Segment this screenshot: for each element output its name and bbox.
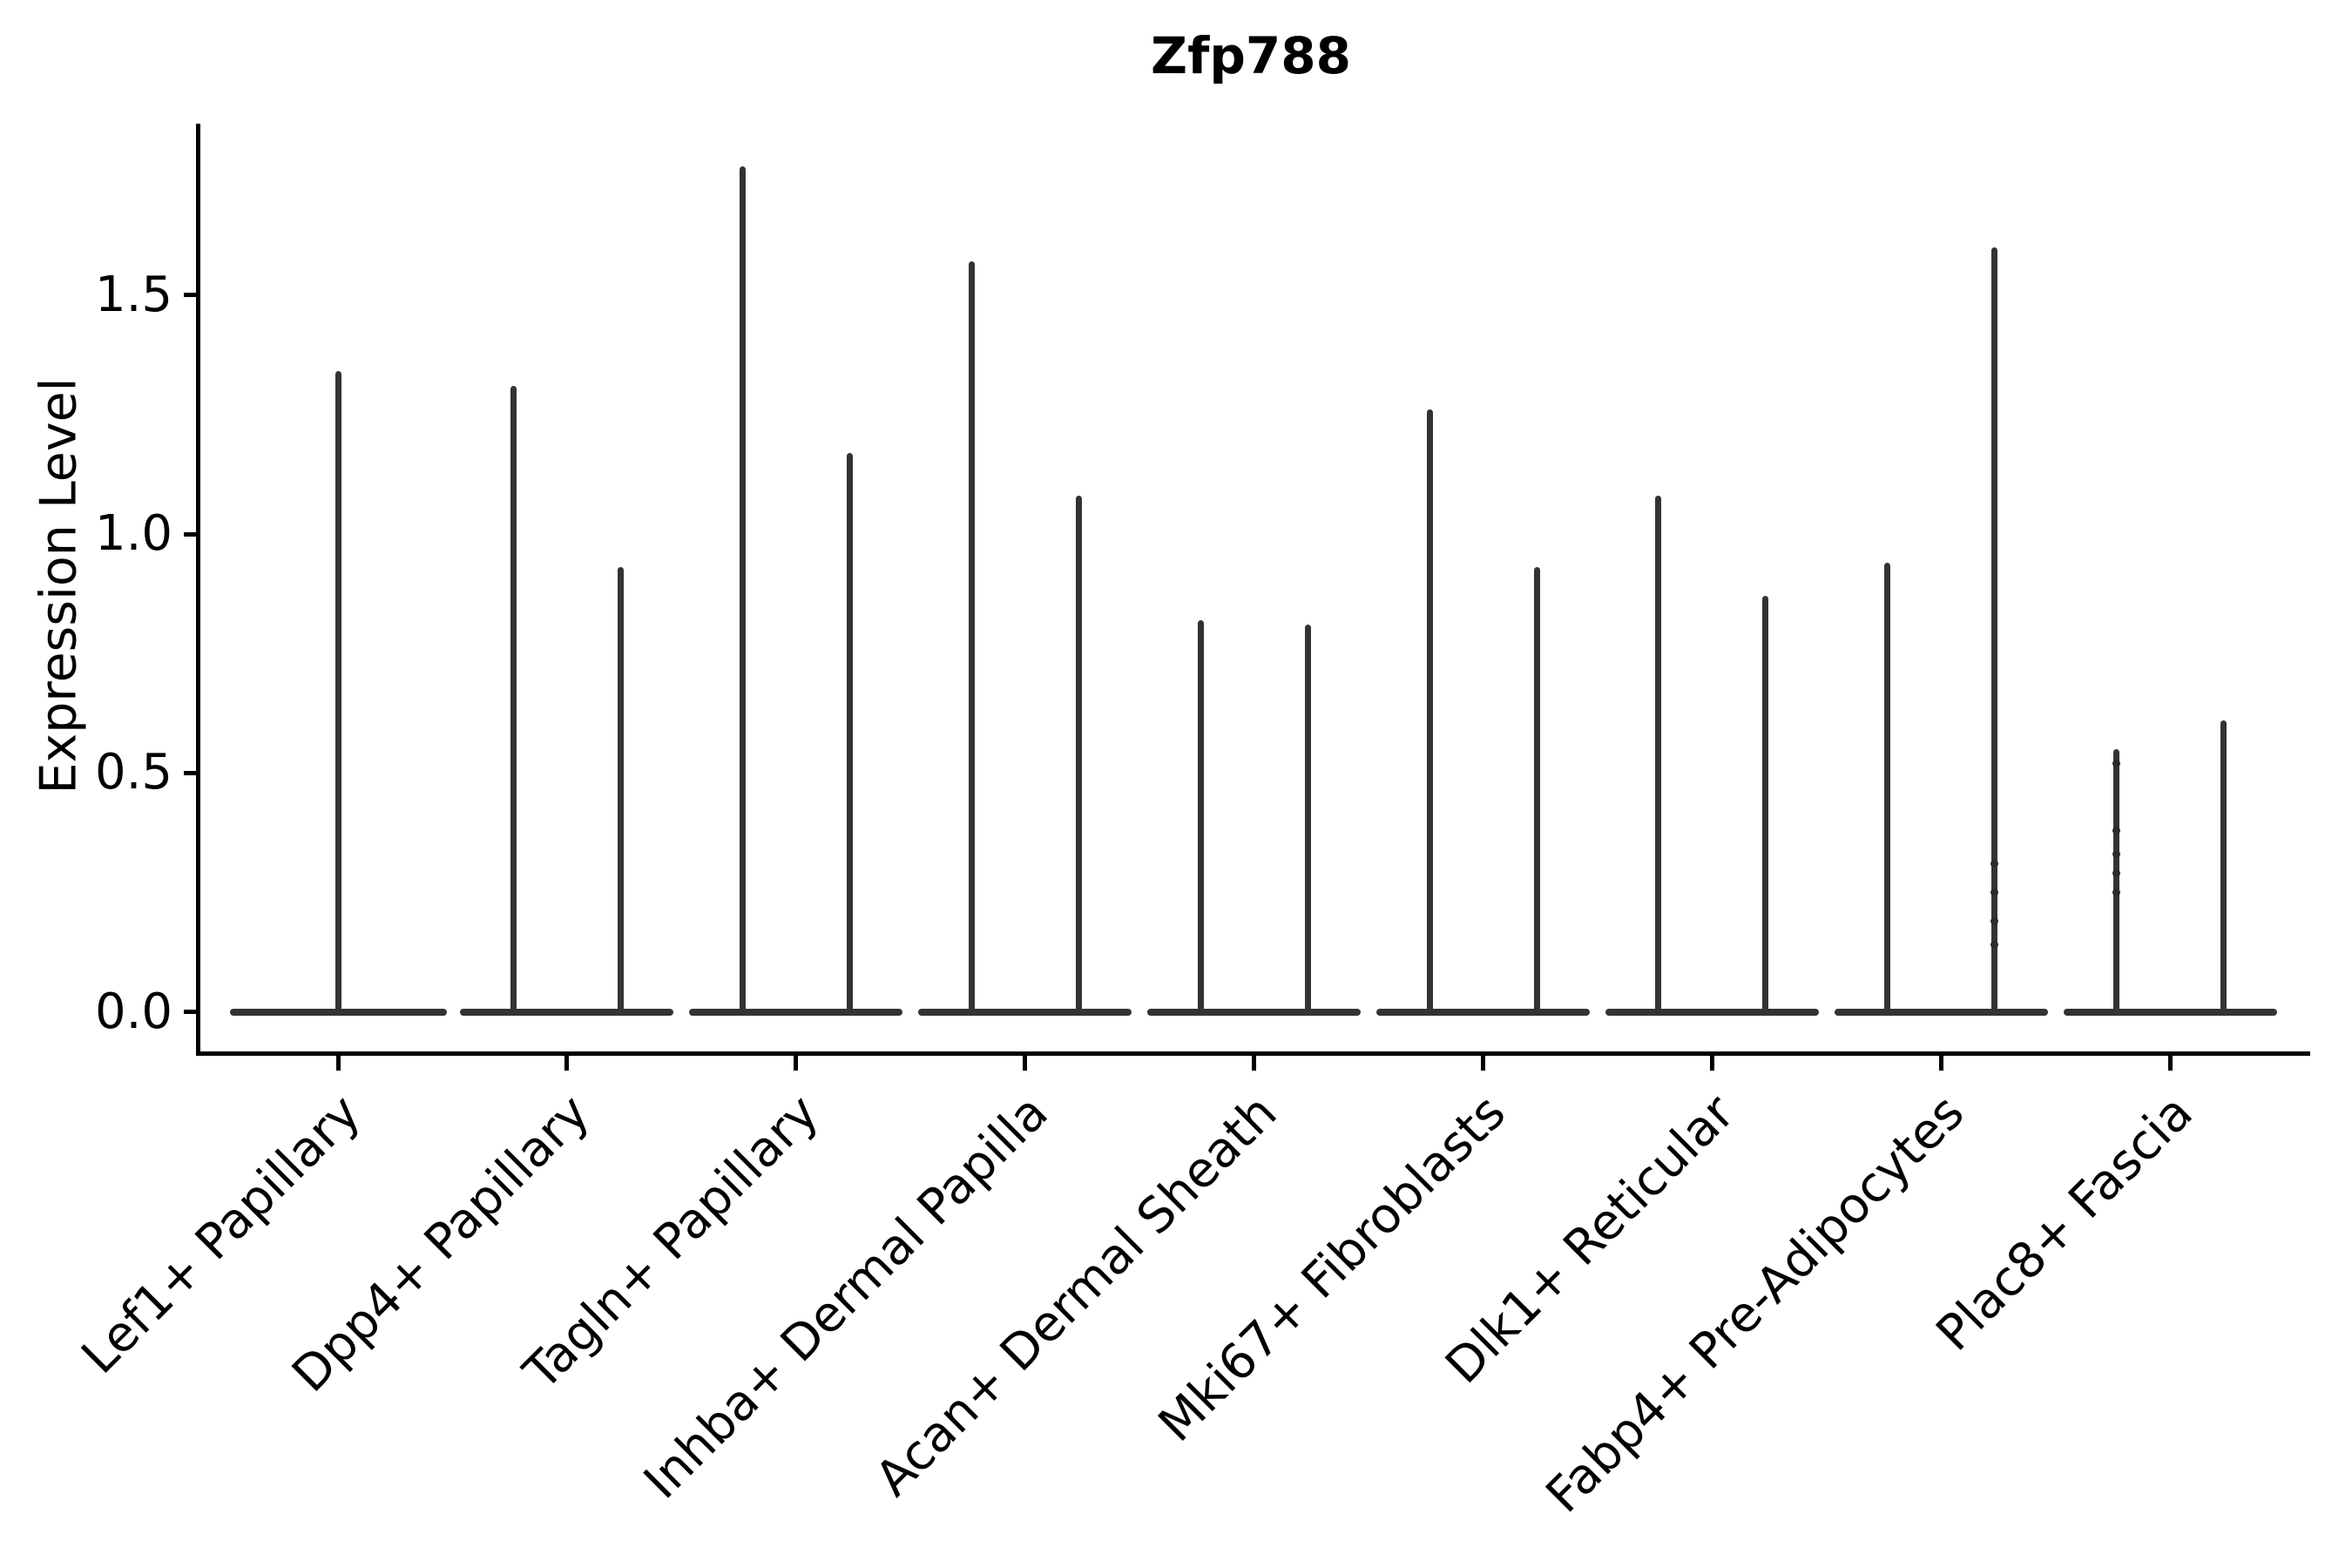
x-tick-mark [564,1056,570,1071]
x-tick-mark [1481,1056,1485,1071]
x-tick-mark [1709,1056,1714,1071]
violin-spike [1655,496,1662,1012]
jitter-point [2112,869,2121,878]
jitter-point [1990,941,1999,950]
violin-base [689,1008,903,1016]
violin-spike [1197,619,1204,1012]
violin-spike [510,385,517,1012]
y-tick-mark [184,1010,196,1015]
y-axis-label: Expression Level [30,377,88,794]
x-axis-spine [196,1051,2310,1056]
violin-spike [739,166,746,1012]
violin-spike [1884,562,1891,1012]
violin-base [918,1008,1132,1016]
violin-spike [2220,720,2227,1012]
y-tick-label: 0.0 [94,983,172,1040]
violin-spike [2113,748,2120,1012]
x-tick-label-3: Inhba+ Dermal Papilla [632,1084,1059,1511]
chart-title: Zfp788 [1151,26,1351,85]
violin-spike [846,452,853,1012]
jitter-point [1990,916,1999,925]
violin-base [229,1008,447,1016]
violin-base [2063,1008,2277,1016]
y-tick-mark [184,770,196,775]
jitter-point [1990,889,1999,897]
x-tick-mark [2167,1056,2173,1071]
violin-base [1376,1008,1590,1016]
violin-base [1605,1008,1819,1016]
x-tick-mark [1252,1056,1257,1071]
y-tick-mark [184,531,196,537]
violin-spike [1426,409,1433,1012]
y-tick-label: 1.5 [94,266,172,323]
y-tick-label: 1.0 [94,505,172,562]
jitter-point [2112,889,2121,897]
violin-spike [1991,247,1998,1012]
jitter-point [2112,826,2121,835]
x-tick-mark [794,1056,799,1071]
y-tick-mark [184,293,196,298]
x-tick-mark [1023,1056,1028,1071]
y-axis-spine [196,124,200,1056]
violin-spike [335,371,341,1012]
jitter-point [1990,860,1999,868]
violin-spike [968,261,975,1012]
violin-base [1834,1008,2048,1016]
violin-spike [1533,567,1540,1012]
violin-spike [1762,596,1769,1012]
x-tick-label-7: Fabp4+ Pre-Adipocytes [1535,1084,1975,1524]
x-tick-label-4: Acan+ Dermal Sheath [864,1084,1288,1508]
violin-base [1147,1008,1362,1016]
y-tick-label: 0.5 [94,744,172,801]
violin-base [460,1008,674,1016]
x-tick-mark [335,1056,341,1071]
jitter-point [2112,759,2121,767]
violin-spike [1304,625,1311,1012]
violin-spike [1075,496,1082,1012]
violin-spike [617,567,624,1012]
jitter-point [2112,850,2121,859]
x-tick-mark [1938,1056,1943,1071]
